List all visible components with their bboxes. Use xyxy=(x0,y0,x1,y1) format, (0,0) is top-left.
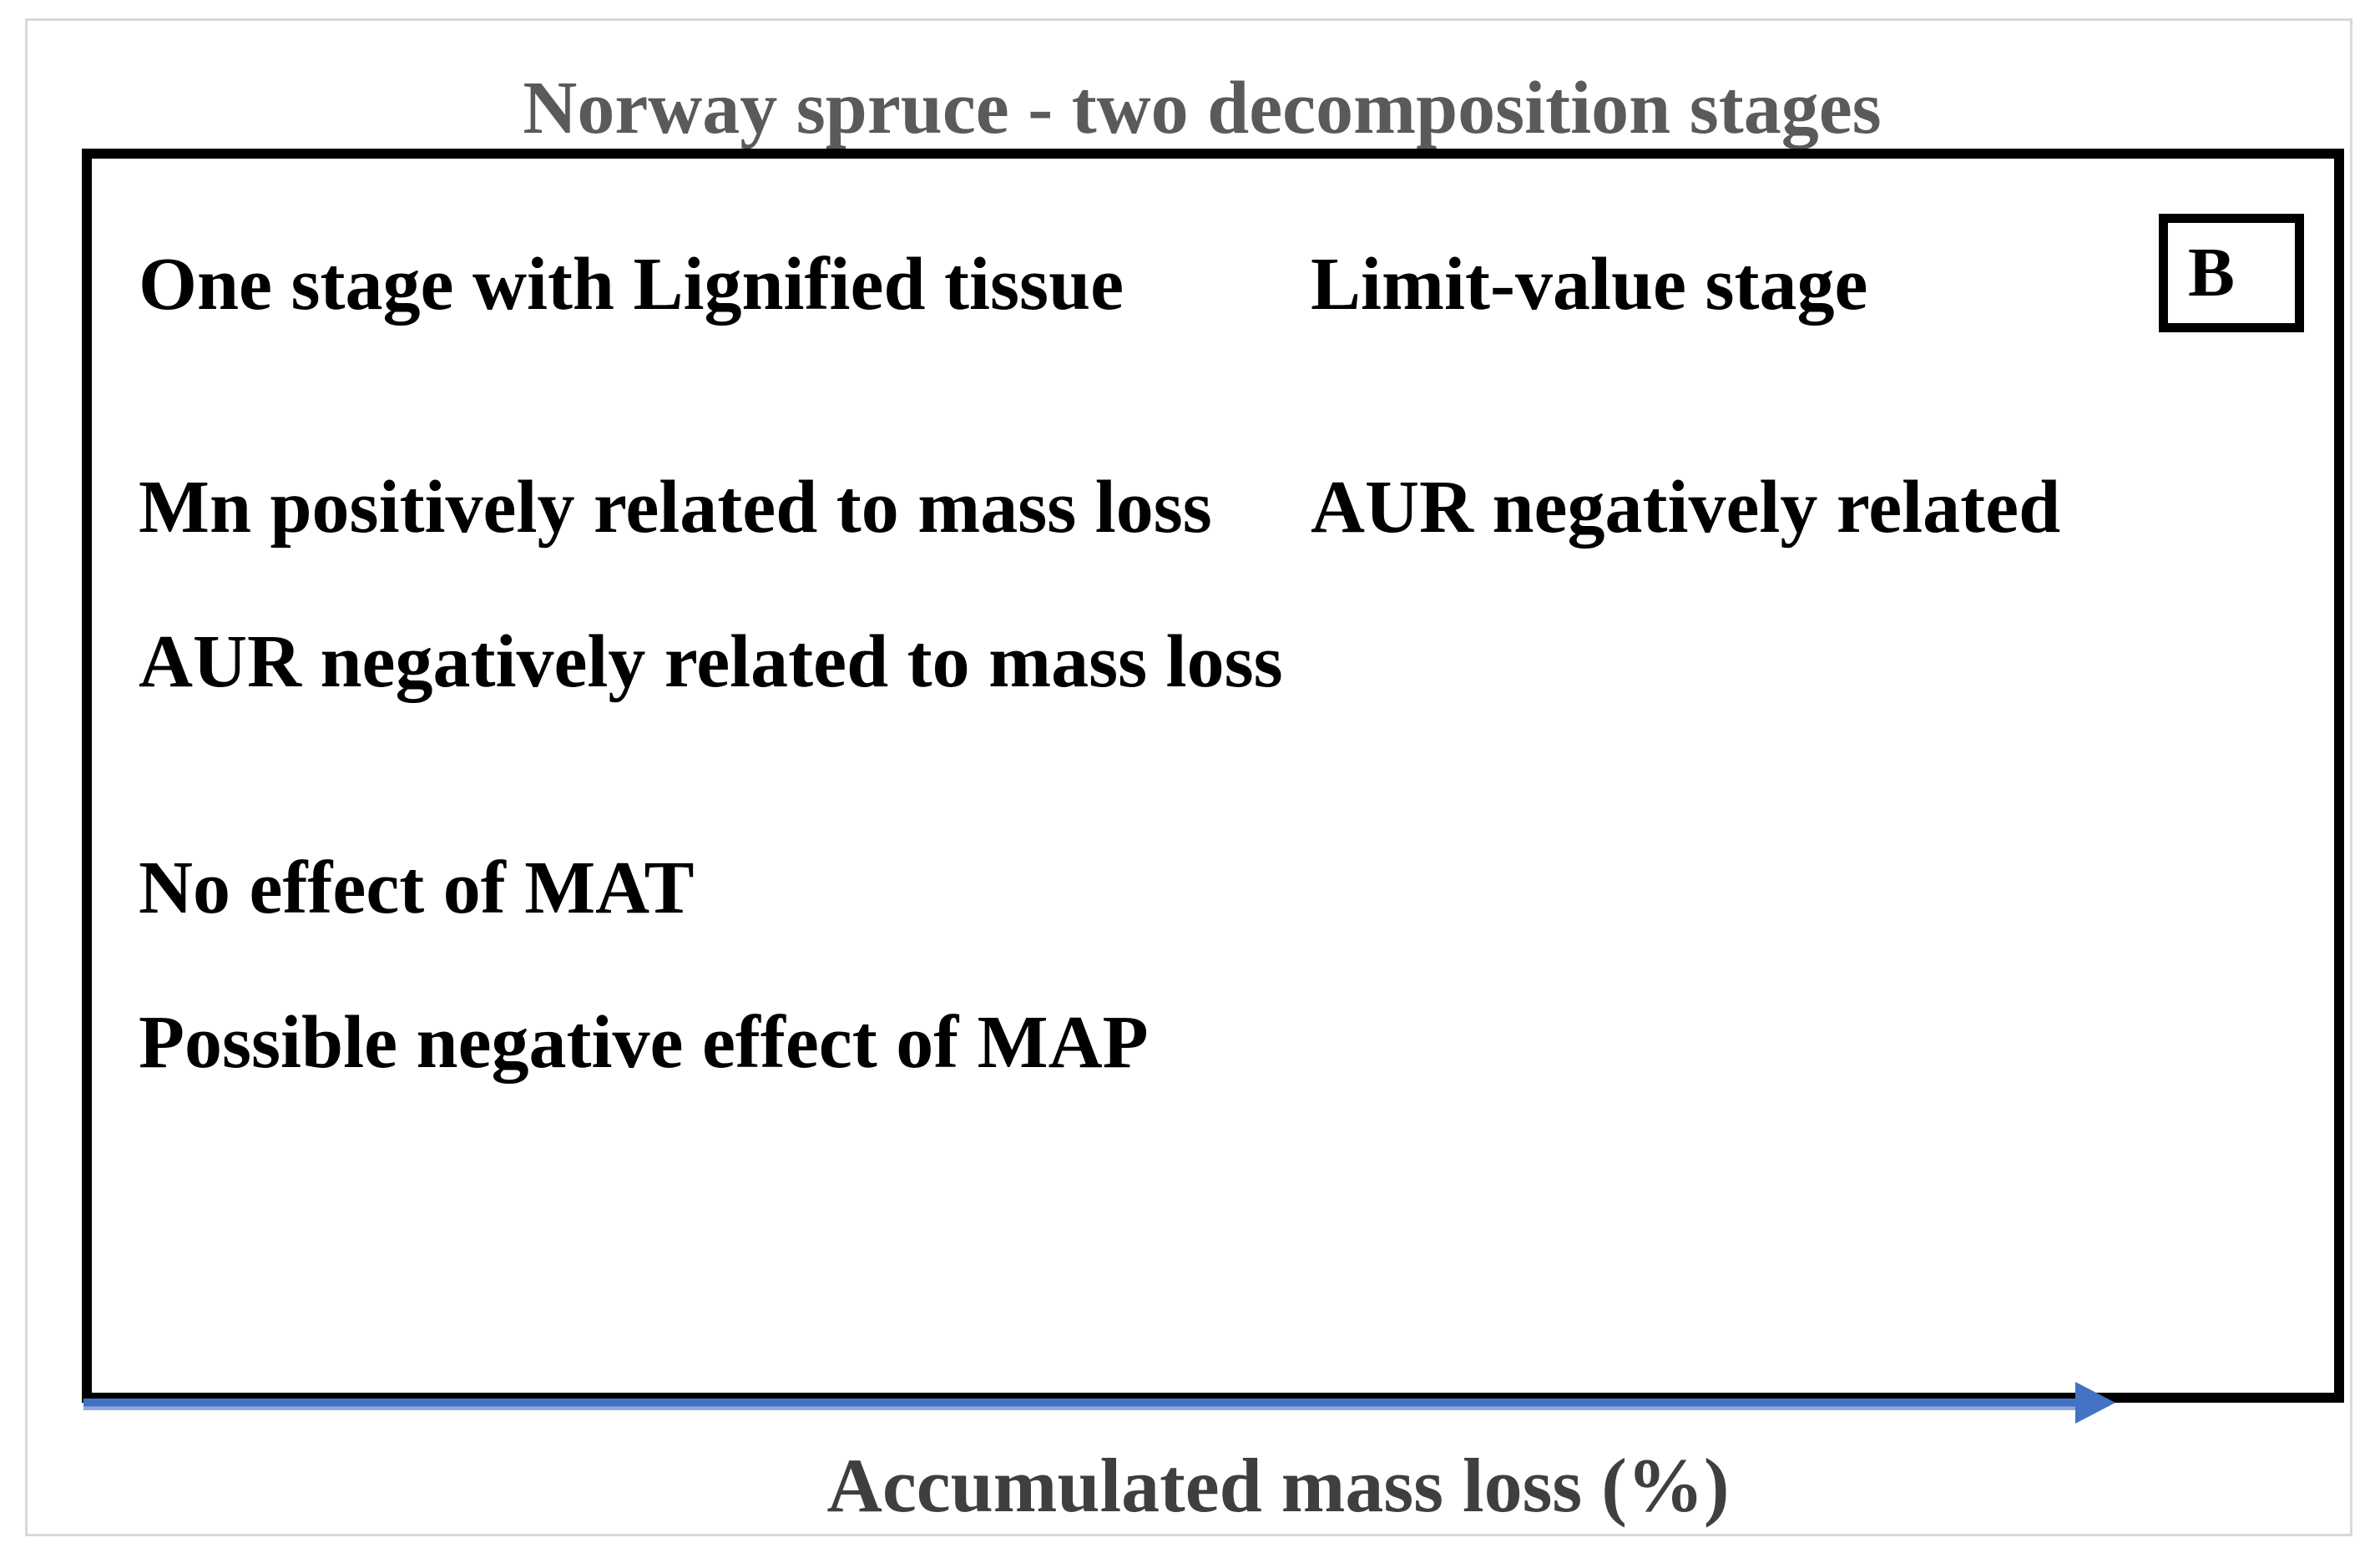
panel-label-box: B xyxy=(2159,214,2304,332)
x-axis-arrow-line xyxy=(83,1399,2077,1410)
arrow-head-icon xyxy=(2075,1382,2115,1424)
left-column-header: One stage with Lignified tissue xyxy=(139,243,1124,326)
right-column-item: AUR negatively related xyxy=(1311,466,2061,549)
panel-label: B xyxy=(2188,234,2236,311)
right-column-header: Limit-value stage xyxy=(1311,243,1868,326)
left-column-item: No effect of MAT xyxy=(139,847,695,929)
plot-box xyxy=(82,149,2344,1403)
left-column-item: AUR negatively related to mass loss xyxy=(139,620,1283,703)
left-column-item: Possible negative effect of MAP xyxy=(139,1001,1149,1084)
left-column-item: Mn positively related to mass loss xyxy=(139,466,1212,549)
x-axis-label: Accumulated mass loss (%) xyxy=(826,1443,1730,1528)
figure-title: Norway spruce - two decomposition stages xyxy=(523,67,1882,149)
